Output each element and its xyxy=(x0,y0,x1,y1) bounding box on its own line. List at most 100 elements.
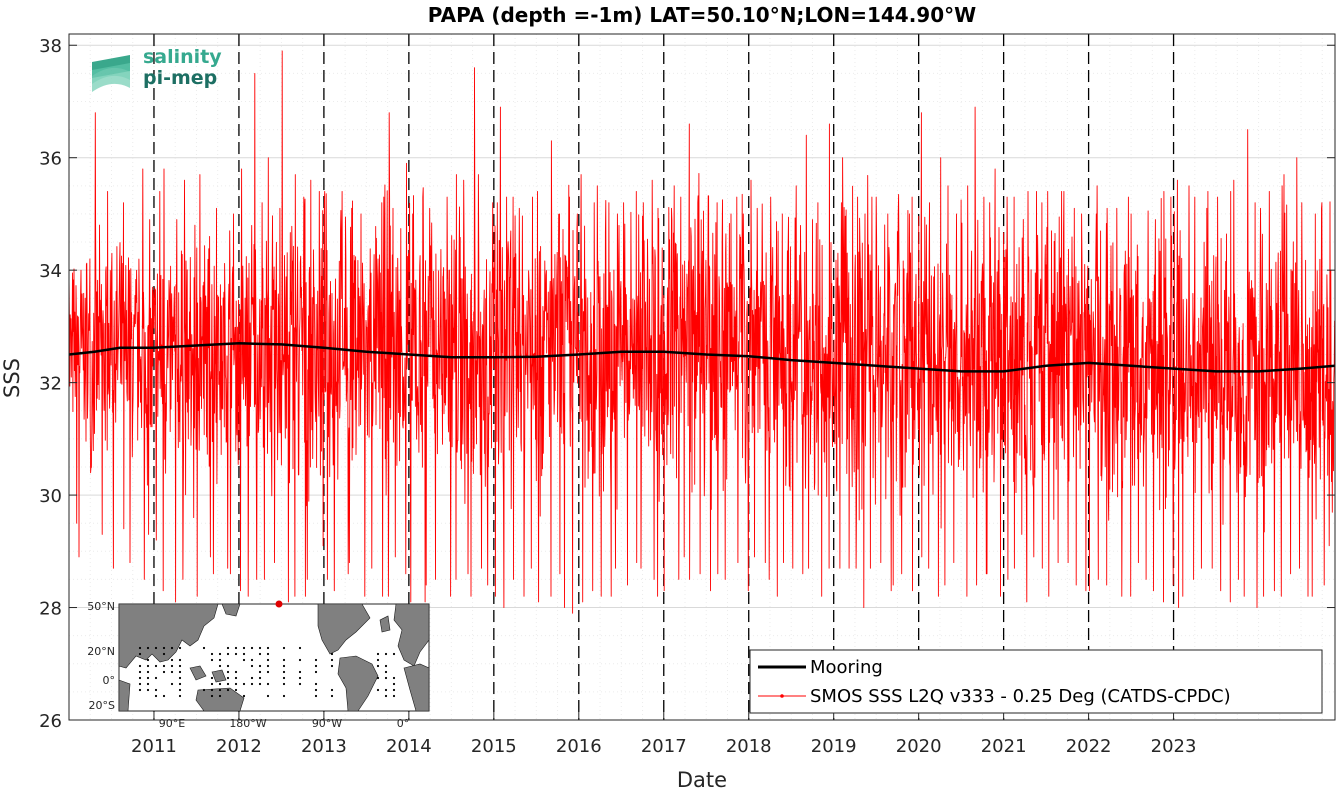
x-tick-label: 2014 xyxy=(386,736,432,757)
inset-buoy-dot xyxy=(258,670,262,674)
inset-buoy-dot xyxy=(234,682,238,686)
inset-buoy-dot xyxy=(146,670,150,674)
inset-buoy-dot xyxy=(282,694,286,698)
inset-buoy-dot xyxy=(250,682,254,686)
inset-buoy-dot xyxy=(170,658,174,662)
inset-buoy-dot xyxy=(384,670,388,674)
inset-buoy-dot xyxy=(226,670,230,674)
inset-buoy-dot xyxy=(282,658,286,662)
x-tick-label: 2015 xyxy=(471,736,517,757)
inset-buoy-dot xyxy=(210,688,214,692)
inset-buoy-dot xyxy=(258,676,262,680)
inset-buoy-dot xyxy=(266,652,270,656)
inset-buoy-dot xyxy=(384,652,388,656)
inset-buoy-dot xyxy=(218,664,222,668)
inset-buoy-dot xyxy=(138,646,142,650)
inset-buoy-dot xyxy=(298,658,302,662)
y-tick-label: 30 xyxy=(39,486,62,507)
x-tick-label: 2011 xyxy=(131,736,177,757)
inset-buoy-dot xyxy=(162,646,166,650)
inset-buoy-dot xyxy=(154,694,158,698)
inset-buoy-dot xyxy=(314,664,318,668)
inset-buoy-dot xyxy=(376,658,380,662)
inset-buoy-dot xyxy=(314,694,318,698)
inset-buoy-dot xyxy=(178,658,182,662)
y-tick-label: 38 xyxy=(39,36,62,57)
smos-series-line xyxy=(69,50,1335,614)
inset-buoy-dot xyxy=(210,682,214,686)
inset-buoy-dot xyxy=(314,682,318,686)
inset-buoy-dot xyxy=(178,664,182,668)
inset-buoy-dot xyxy=(266,694,270,698)
inset-buoy-dot xyxy=(146,646,150,650)
inset-buoy-dot xyxy=(314,658,318,662)
inset-buoy-dot xyxy=(376,664,380,668)
inset-buoy-dot xyxy=(250,676,254,680)
inset-buoy-dot xyxy=(218,688,222,692)
x-tick-label: 2022 xyxy=(1066,736,1112,757)
inset-buoy-dot xyxy=(210,694,214,698)
y-tick-label: 34 xyxy=(39,261,62,282)
inset-buoy-dot xyxy=(154,664,158,668)
inset-buoy-dot xyxy=(266,658,270,662)
chart-title: PAPA (depth =-1m) LAT=50.10°N;LON=144.90… xyxy=(428,3,976,27)
inset-buoy-dot xyxy=(392,652,396,656)
inset-buoy-dot xyxy=(330,652,334,656)
axes-box xyxy=(68,33,1336,721)
inset-buoy-dot xyxy=(376,652,380,656)
inset-buoy-dot xyxy=(146,658,150,662)
logo-line-salinity: salinity xyxy=(143,46,222,68)
inset-buoy-dot xyxy=(298,676,302,680)
inset-buoy-dot xyxy=(162,652,166,656)
inset-buoy-dot xyxy=(178,688,182,692)
inset-lat-label-50n: 50°N xyxy=(87,600,115,613)
inset-buoy-dot xyxy=(218,652,222,656)
x-tick-label: 2023 xyxy=(1151,736,1197,757)
inset-buoy-dot xyxy=(330,694,334,698)
inset-buoy-dot xyxy=(298,646,302,650)
inset-buoy-dot xyxy=(330,688,334,692)
inset-buoy-dot xyxy=(242,682,246,686)
inset-buoy-dot xyxy=(154,646,158,650)
inset-buoy-dot xyxy=(242,694,246,698)
inset-buoy-dot xyxy=(226,652,230,656)
y-axis-label: SSS xyxy=(0,358,24,398)
inset-buoy-dot xyxy=(376,688,380,692)
inset-buoy-dot xyxy=(314,670,318,674)
inset-buoy-dot xyxy=(392,682,396,686)
inset-buoy-dot xyxy=(226,646,230,650)
inset-buoy-dot xyxy=(170,646,174,650)
inset-buoy-dot xyxy=(250,658,254,662)
inset-buoy-dot xyxy=(162,694,166,698)
inset-lon-label-0: 0° xyxy=(397,717,410,730)
y-tick-label: 36 xyxy=(39,149,62,170)
inset-buoy-dot xyxy=(392,694,396,698)
x-axis: 2011 2012 2013 2014 2015 2016 2017 2018 2019 2020… xyxy=(131,712,1196,757)
inset-buoy-dot xyxy=(170,682,174,686)
inset-buoy-dot xyxy=(258,664,262,668)
series-layer xyxy=(69,50,1335,614)
inset-buoy-dot xyxy=(146,676,150,680)
logo-waves-icon xyxy=(92,55,130,92)
inset-lon-label-180w: 180°W xyxy=(229,717,266,730)
inset-buoy-dot xyxy=(234,652,238,656)
inset-buoy-dot xyxy=(250,646,254,650)
inset-buoy-dot xyxy=(162,670,166,674)
inset-buoy-dot xyxy=(266,682,270,686)
inset-buoy-dot xyxy=(202,646,206,650)
inset-buoy-dot xyxy=(210,676,214,680)
inset-buoy-dot xyxy=(384,694,388,698)
inset-buoy-dot xyxy=(226,682,230,686)
inset-buoy-dot xyxy=(178,682,182,686)
inset-buoy-dot xyxy=(282,664,286,668)
inset-buoy-dot xyxy=(282,682,286,686)
inset-buoy-dot xyxy=(330,658,334,662)
inset-buoy-dot xyxy=(218,694,222,698)
inset-buoy-dot xyxy=(138,670,142,674)
inset-buoy-dot xyxy=(234,646,238,650)
logo-line-pi-mep: pi-mep xyxy=(143,67,217,89)
inset-buoy-dot xyxy=(170,670,174,674)
inset-buoy-dot xyxy=(138,664,142,668)
inset-buoy-dot xyxy=(258,646,262,650)
inset-buoy-dot xyxy=(138,676,142,680)
